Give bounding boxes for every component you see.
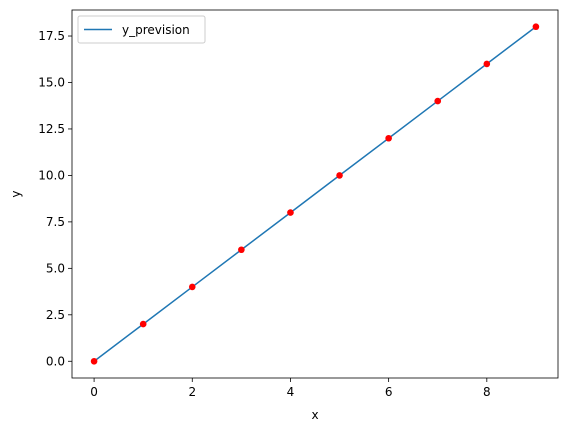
scatter-point [483, 60, 491, 68]
y-tick-label: 7.5 [46, 215, 65, 229]
x-tick-label: 6 [385, 385, 393, 399]
axes-frame [71, 9, 559, 379]
y-tick-label: 0.0 [46, 354, 65, 368]
y-tick-label: 15.0 [38, 75, 65, 89]
x-tick-label: 0 [90, 385, 98, 399]
legend-box [77, 15, 206, 44]
y-tick-label: 17.5 [38, 29, 65, 43]
x-axis-ticks: 0 2 4 6 8 [90, 378, 491, 399]
scatter-point [139, 320, 147, 328]
x-axis-label: x [311, 408, 318, 422]
y-tick-label: 12.5 [38, 122, 65, 136]
scatter-point [532, 23, 540, 31]
scatter-point [385, 134, 392, 142]
y-tick-label: 5.0 [46, 261, 65, 275]
legend: y_prevision [77, 15, 206, 44]
legend-label: y_prevision [122, 23, 190, 37]
plot-area [90, 23, 540, 365]
y-tick-label: 10.0 [38, 168, 65, 182]
x-tick-label: 2 [188, 385, 196, 399]
scatter-point [434, 97, 442, 105]
x-tick-label: 8 [483, 385, 491, 399]
y-axis-ticks: 0.0 2.5 5.0 7.5 10.0 12.5 15.0 17.5 [38, 29, 72, 368]
y-tick-label: 2.5 [46, 308, 65, 322]
scatter-point [336, 172, 343, 179]
scatter-point [188, 283, 196, 291]
scatter-point [90, 357, 98, 365]
y-axis-label: y [9, 190, 23, 197]
series-line-y-prevision [93, 26, 537, 362]
scatter-point [287, 209, 294, 216]
scatter-point [238, 246, 245, 254]
x-tick-label: 4 [287, 385, 295, 399]
